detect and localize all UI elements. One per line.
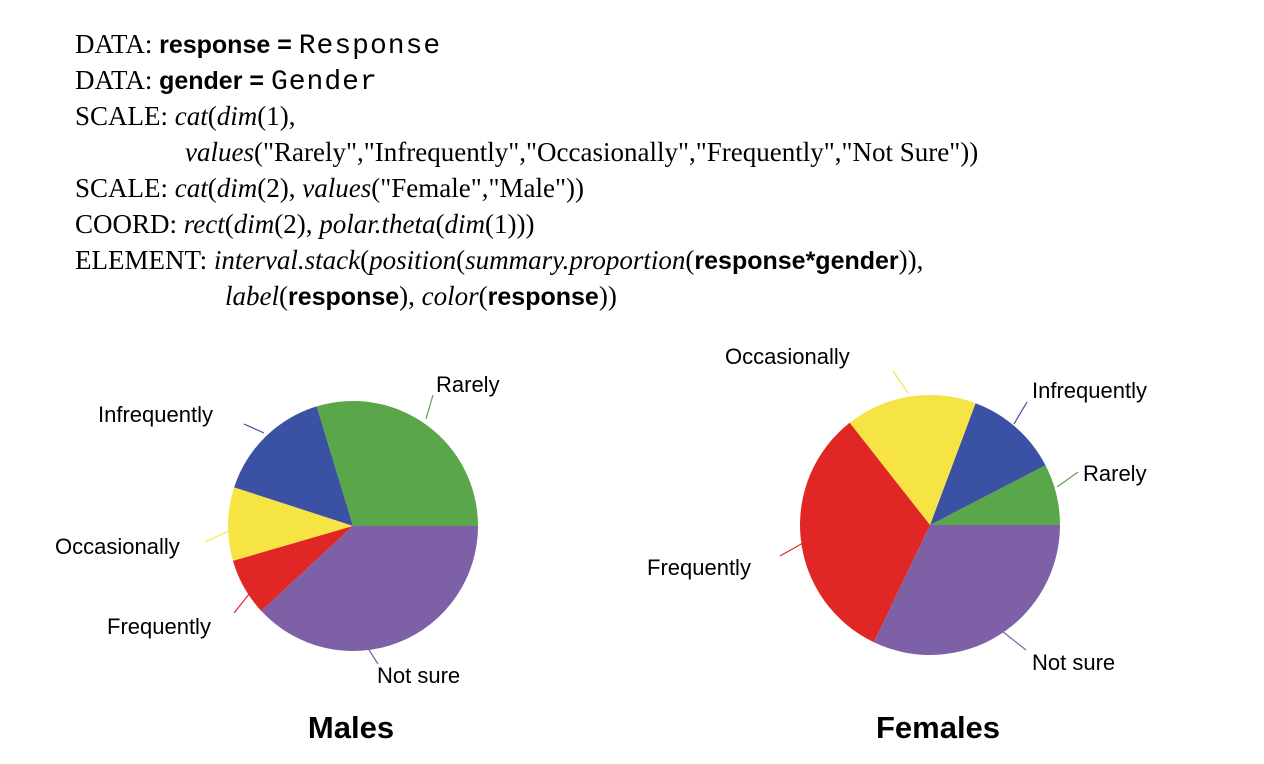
- slice-label-females-rarely: Rarely: [1083, 461, 1147, 486]
- slice-label-females-infrequently: Infrequently: [1032, 378, 1147, 403]
- leader-line-males-not-sure: [363, 641, 379, 665]
- code-segment-pl: (: [685, 245, 695, 275]
- code-segment-pl: (: [224, 209, 234, 239]
- code-segment-pl: (: [360, 245, 370, 275]
- code-segment-kw: DATA:: [75, 29, 160, 59]
- code-segment-mono: Response: [298, 31, 442, 62]
- slice-label-males-not-sure: Not sure: [377, 663, 461, 688]
- pie-slice-females-rarely: [930, 465, 1060, 525]
- leader-line-females-occasionally: [892, 370, 909, 394]
- leader-line-males-rarely: [425, 394, 434, 420]
- code-segment-fn: values: [185, 137, 254, 167]
- code-segment-fn: cat: [174, 101, 208, 131]
- pie-slice-females-frequently: [799, 422, 930, 643]
- leader-line-females-not-sure: [1001, 630, 1027, 651]
- leader-line-females-frequently: [779, 542, 804, 557]
- code-segment-fn: dim: [444, 209, 486, 239]
- gpl-code-line-5: SCALE: cat(dim(2), values("Female","Male…: [75, 170, 978, 206]
- code-segment-kw: SCALE:: [75, 173, 175, 203]
- pie-slice-females-occasionally: [849, 395, 976, 525]
- slice-label-females-not-sure: Not sure: [1032, 650, 1116, 675]
- pie-slice-males-not-sure: [261, 526, 478, 651]
- code-segment-var: response =: [159, 31, 299, 59]
- code-segment-pl: (: [207, 173, 217, 203]
- gpl-code-line-8: label(response), color(response)): [225, 278, 978, 314]
- code-segment-kw: ELEMENT:: [75, 245, 214, 275]
- code-segment-fn: polar.theta: [319, 209, 436, 239]
- slice-label-females-frequently: Frequently: [647, 555, 751, 580]
- code-segment-pl: (2),: [274, 209, 320, 239]
- code-segment-pl: (: [478, 281, 488, 311]
- code-segment-kw: COORD:: [75, 209, 184, 239]
- leader-line-females-rarely: [1056, 471, 1079, 488]
- pie-slice-males-infrequently: [234, 406, 353, 526]
- gpl-code-line-7: ELEMENT: interval.stack(position(summary…: [75, 242, 978, 278]
- code-segment-fn: dim: [216, 173, 258, 203]
- chart-title-females: Females: [875, 710, 1001, 745]
- code-segment-var: response*gender: [694, 247, 899, 275]
- gpl-code-line-3: SCALE: cat(dim(1),: [75, 98, 978, 134]
- code-segment-pl: ),: [399, 281, 422, 311]
- code-segment-pl: (: [435, 209, 445, 239]
- pie-slice-females-infrequently: [930, 403, 1046, 525]
- code-segment-pl: (: [456, 245, 466, 275]
- leader-line-males-occasionally: [204, 530, 230, 543]
- chart-title-males: Males: [307, 710, 395, 745]
- code-segment-fn: summary.proportion: [465, 245, 686, 275]
- code-segment-pl: )): [598, 281, 617, 311]
- code-segment-pl: ("Female","Male")): [371, 173, 584, 203]
- code-segment-fn: position: [369, 245, 457, 275]
- pie-slice-males-occasionally: [227, 487, 353, 561]
- code-segment-fn: dim: [233, 209, 275, 239]
- gpl-code-block: DATA: response = Response DATA: gender = …: [75, 26, 978, 314]
- code-segment-fn: values: [302, 173, 372, 203]
- slice-label-males-frequently: Frequently: [107, 614, 211, 639]
- gpl-code-line-4: values("Rarely","Infrequently","Occasion…: [185, 134, 978, 170]
- slice-label-males-occasionally: Occasionally: [55, 534, 180, 559]
- slice-label-males-infrequently: Infrequently: [98, 402, 213, 427]
- gpl-code-line-2: DATA: gender = Gender: [75, 62, 978, 98]
- pie-slice-females-not-sure: [873, 525, 1060, 656]
- code-segment-pl: (1),: [257, 101, 296, 131]
- code-segment-kw: SCALE:: [75, 101, 175, 131]
- code-segment-fn: interval.stack: [213, 245, 361, 275]
- code-segment-pl: ("Rarely","Infrequently","Occasionally",…: [253, 137, 979, 167]
- code-segment-var: gender =: [159, 67, 271, 95]
- code-segment-var: response: [288, 283, 400, 311]
- code-segment-fn: color: [421, 281, 479, 311]
- code-segment-pl: (: [207, 101, 217, 131]
- gpl-code-line-6: COORD: rect(dim(2), polar.theta(dim(1))): [75, 206, 978, 242]
- code-segment-pl: )),: [898, 245, 924, 275]
- code-segment-fn: dim: [216, 101, 258, 131]
- leader-line-females-infrequently: [1013, 401, 1028, 425]
- code-segment-fn: rect: [183, 209, 225, 239]
- pie-slice-males-rarely: [316, 400, 478, 526]
- code-segment-var: response: [487, 283, 599, 311]
- pie-slice-males-frequently: [232, 526, 353, 611]
- code-segment-pl: (1))): [485, 209, 535, 239]
- leader-line-males-frequently: [233, 592, 251, 614]
- code-segment-pl: (2),: [257, 173, 303, 203]
- code-segment-pl: (: [279, 281, 288, 311]
- slice-label-females-occasionally: Occasionally: [725, 344, 850, 369]
- leader-line-males-infrequently: [243, 423, 265, 434]
- code-segment-mono: Gender: [270, 67, 378, 98]
- slice-label-males-rarely: Rarely: [436, 372, 500, 397]
- code-segment-fn: cat: [174, 173, 208, 203]
- code-segment-fn: label: [225, 281, 279, 311]
- gpl-code-line-1: DATA: response = Response: [75, 26, 978, 62]
- code-segment-kw: DATA:: [75, 65, 160, 95]
